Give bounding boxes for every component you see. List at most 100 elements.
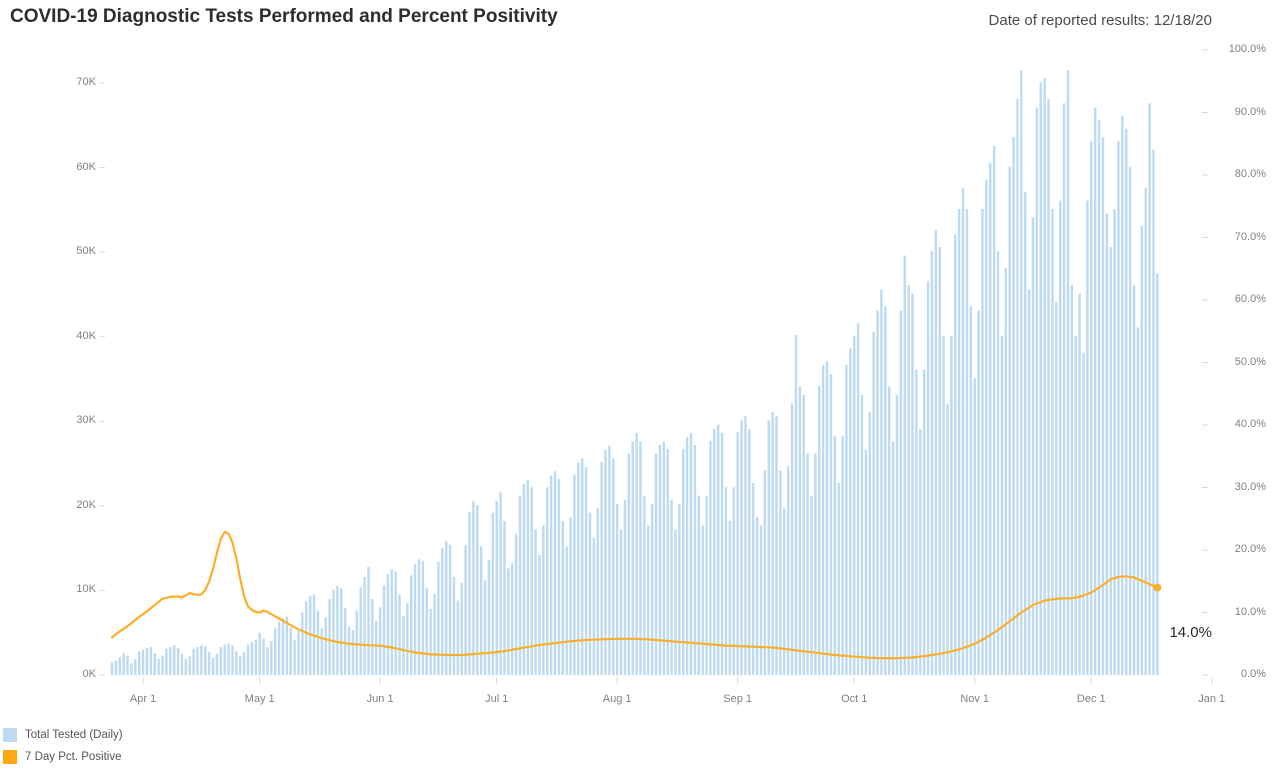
total-tested-bar[interactable] xyxy=(328,598,331,675)
total-tested-bar[interactable] xyxy=(903,255,906,675)
total-tested-bar[interactable] xyxy=(1016,99,1019,675)
total-tested-bar[interactable] xyxy=(612,458,615,676)
total-tested-bar[interactable] xyxy=(623,499,627,675)
total-tested-bar[interactable] xyxy=(849,348,852,675)
total-tested-bar[interactable] xyxy=(254,639,257,675)
total-tested-bar[interactable] xyxy=(771,411,774,675)
total-tested-bar[interactable] xyxy=(938,247,941,675)
legend-item-pct-positive[interactable]: 7 Day Pct. Positive xyxy=(3,746,123,768)
total-tested-bar[interactable] xyxy=(316,610,320,675)
total-tested-bar[interactable] xyxy=(479,546,483,675)
total-tested-bar[interactable] xyxy=(604,450,607,675)
total-tested-bar[interactable] xyxy=(790,403,794,675)
total-tested-bar[interactable] xyxy=(336,586,339,675)
total-tested-bar[interactable] xyxy=(1132,285,1136,675)
total-tested-bar[interactable] xyxy=(219,647,223,675)
total-tested-bar[interactable] xyxy=(1144,187,1147,675)
total-tested-bar[interactable] xyxy=(1066,70,1070,675)
total-tested-bar[interactable] xyxy=(872,331,875,675)
total-tested-bar[interactable] xyxy=(581,458,584,676)
total-tested-bar[interactable] xyxy=(751,483,755,675)
total-tested-bar[interactable] xyxy=(868,411,871,675)
total-tested-bar[interactable] xyxy=(464,545,467,675)
total-tested-bar[interactable] xyxy=(487,559,491,675)
total-tested-bar[interactable] xyxy=(592,538,596,675)
total-tested-bar[interactable] xyxy=(499,492,502,675)
total-tested-bar[interactable] xyxy=(670,499,673,675)
total-tested-bar[interactable] xyxy=(161,655,164,675)
total-tested-bar[interactable] xyxy=(748,428,751,675)
total-tested-bar[interactable] xyxy=(184,658,188,675)
total-tested-bar[interactable] xyxy=(390,569,393,675)
total-tested-bar[interactable] xyxy=(600,461,603,675)
total-tested-bar[interactable] xyxy=(386,574,390,675)
total-tested-bar[interactable] xyxy=(1128,166,1132,676)
total-tested-bar[interactable] xyxy=(701,525,704,675)
total-tested-bar[interactable] xyxy=(650,504,654,675)
total-tested-bar[interactable] xyxy=(110,662,114,675)
total-tested-bar[interactable] xyxy=(779,470,782,675)
total-tested-bar[interactable] xyxy=(126,655,129,675)
total-tested-bar[interactable] xyxy=(308,596,312,675)
total-tested-bar[interactable] xyxy=(895,395,899,675)
total-tested-bar[interactable] xyxy=(134,658,137,675)
total-tested-bar[interactable] xyxy=(689,433,693,675)
total-tested-bar[interactable] xyxy=(538,554,541,675)
total-tested-bar[interactable] xyxy=(522,483,526,675)
legend-item-total-tested[interactable]: Total Tested (Daily) xyxy=(3,724,123,746)
total-tested-bar[interactable] xyxy=(682,449,685,675)
total-tested-bar[interactable] xyxy=(1093,107,1097,676)
total-tested-bar[interactable] xyxy=(402,615,405,675)
total-tested-bar[interactable] xyxy=(674,529,677,675)
total-tested-bar[interactable] xyxy=(266,647,269,675)
total-tested-bar[interactable] xyxy=(907,285,910,675)
total-tested-bar[interactable] xyxy=(297,631,300,675)
total-tested-bar[interactable] xyxy=(717,424,720,675)
total-tested-bar[interactable] xyxy=(926,280,930,675)
total-tested-bar[interactable] xyxy=(627,453,631,675)
total-tested-bar[interactable] xyxy=(573,474,576,675)
total-tested-bar[interactable] xyxy=(977,310,980,676)
total-tested-bar[interactable] xyxy=(343,608,347,675)
total-tested-bar[interactable] xyxy=(277,621,281,675)
total-tested-bar[interactable] xyxy=(429,609,432,675)
total-tested-bar[interactable] xyxy=(965,209,969,675)
total-tested-bar[interactable] xyxy=(930,251,934,676)
total-tested-bar[interactable] xyxy=(157,658,160,675)
total-tested-bar[interactable] xyxy=(518,495,522,675)
total-tested-bar[interactable] xyxy=(114,660,118,675)
total-tested-bar[interactable] xyxy=(274,627,277,675)
total-tested-bar[interactable] xyxy=(705,495,708,675)
total-tested-bar[interactable] xyxy=(724,487,728,675)
total-tested-bar[interactable] xyxy=(235,651,238,675)
total-tested-bar[interactable] xyxy=(441,548,444,675)
total-tested-bar[interactable] xyxy=(445,541,448,675)
total-tested-bar[interactable] xyxy=(802,395,805,675)
total-tested-bar[interactable] xyxy=(876,310,879,676)
total-tested-bar[interactable] xyxy=(1031,217,1035,676)
total-tested-bar[interactable] xyxy=(732,487,735,675)
total-tested-bar[interactable] xyxy=(1121,115,1124,676)
total-tested-bar[interactable] xyxy=(666,449,669,675)
total-tested-bar[interactable] xyxy=(1000,335,1004,675)
total-tested-bar[interactable] xyxy=(922,369,926,675)
total-tested-bar[interactable] xyxy=(138,651,141,675)
total-tested-bar[interactable] xyxy=(514,533,518,675)
total-tested-bar[interactable] xyxy=(530,487,533,675)
total-tested-bar[interactable] xyxy=(1105,213,1109,675)
total-tested-bar[interactable] xyxy=(596,508,599,675)
total-tested-bar[interactable] xyxy=(549,475,553,675)
total-tested-bar[interactable] xyxy=(853,335,856,675)
total-tested-bar[interactable] xyxy=(989,162,992,675)
total-tested-bar[interactable] xyxy=(188,656,191,675)
total-tested-bar[interactable] xyxy=(246,644,250,675)
total-tested-bar[interactable] xyxy=(635,433,638,675)
total-tested-bar[interactable] xyxy=(837,483,840,675)
total-tested-bar[interactable] xyxy=(942,335,945,675)
total-tested-bar[interactable] xyxy=(378,607,382,675)
total-tested-bar[interactable] xyxy=(324,617,327,675)
total-tested-bar[interactable] xyxy=(720,433,724,675)
total-tested-bar[interactable] xyxy=(476,505,479,675)
total-tested-bar[interactable] xyxy=(794,335,798,675)
total-tested-bar[interactable] xyxy=(1035,107,1039,676)
